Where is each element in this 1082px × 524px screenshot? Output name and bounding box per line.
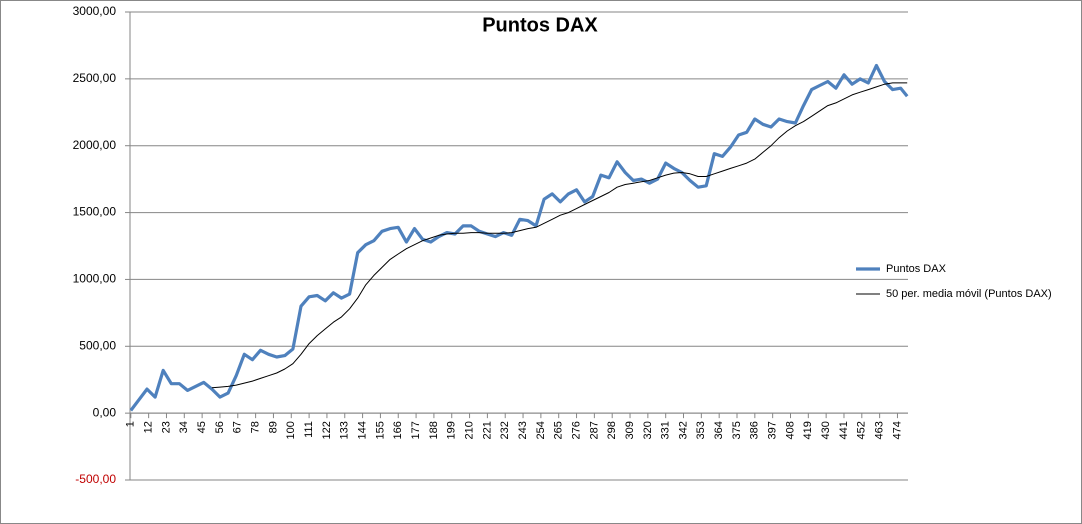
y-tick-label: 3000,00 [73,4,117,18]
x-tick-label: 221 [481,421,493,439]
x-tick-label: 199 [446,421,458,439]
x-tick-label: 375 [731,421,743,439]
x-tick-label: 265 [553,421,565,439]
x-tick-label: 342 [677,421,689,439]
y-tick-label: 1000,00 [73,272,117,286]
x-tick-label: 386 [749,421,761,439]
y-tick-label: -500,00 [75,472,116,486]
x-tick-label: 463 [874,421,886,439]
x-tick-label: 67 [232,421,244,433]
x-tick-label: 133 [339,421,351,439]
x-tick-label: 452 [856,421,868,439]
x-tick-label: 111 [303,421,315,438]
x-tick-label: 210 [463,421,475,439]
x-tick-label: 166 [392,421,404,439]
x-tick-label: 287 [588,421,600,439]
x-tick-label: 45 [196,421,208,433]
x-tick-label: 122 [321,421,333,439]
chart-title: Puntos DAX [482,14,598,36]
x-tick-label: 254 [535,421,547,439]
x-tick-label: 89 [267,421,279,433]
y-tick-label: 2500,00 [73,71,117,85]
x-tick-label: 419 [802,421,814,439]
legend-label: Puntos DAX [886,263,947,275]
legend-label: 50 per. media móvil (Puntos DAX) [886,288,1052,300]
x-tick-label: 331 [660,421,672,439]
x-tick-label: 276 [570,421,582,439]
x-tick-label: 441 [838,421,850,439]
x-tick-label: 56 [214,421,226,433]
x-tick-label: 78 [250,421,262,433]
x-tick-label: 12 [143,421,155,433]
x-tick-label: 155 [374,421,386,439]
x-tick-label: 408 [784,421,796,439]
y-tick-label: 0,00 [93,405,117,419]
y-tick-label: 2000,00 [73,138,117,152]
x-tick-label: 474 [891,421,903,439]
x-tick-label: 188 [428,421,440,439]
y-tick-label: 500,00 [79,338,116,352]
x-tick-label: 298 [606,421,618,439]
x-tick-label: 397 [767,421,779,439]
x-tick-label: 177 [410,421,422,439]
x-tick-label: 243 [517,421,529,439]
x-tick-label: 1 [125,421,137,427]
x-tick-label: 430 [820,421,832,439]
x-tick-label: 309 [624,421,636,439]
x-tick-label: 144 [356,421,368,439]
y-tick-label: 1500,00 [73,205,117,219]
x-tick-label: 100 [285,421,297,439]
series-line [211,82,908,389]
x-tick-label: 364 [713,421,725,439]
x-tick-label: 34 [178,421,190,433]
series-line [129,63,909,412]
x-tick-label: 320 [642,421,654,439]
x-tick-label: 232 [499,421,511,439]
x-tick-label: 353 [695,421,707,439]
x-tick-label: 23 [160,421,172,433]
